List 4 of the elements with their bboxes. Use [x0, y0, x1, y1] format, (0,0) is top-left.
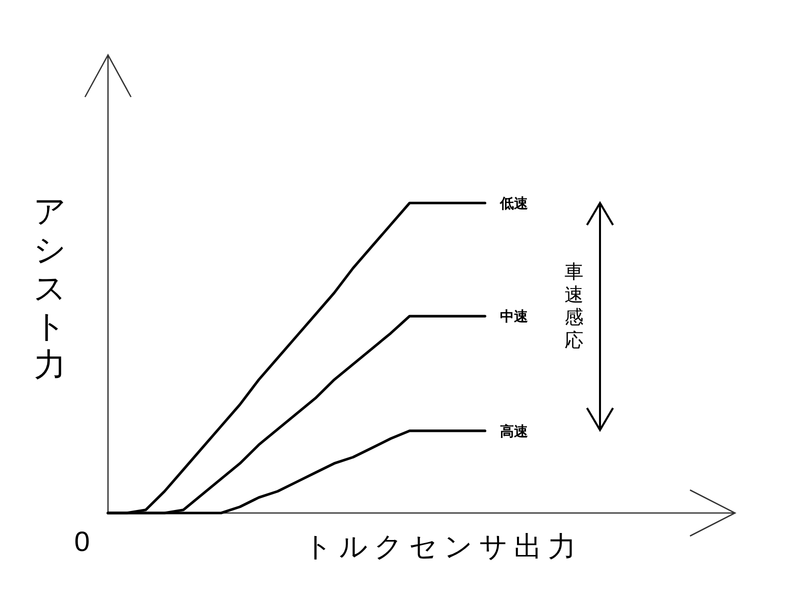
xlabel: トルクセンサ出力: [304, 531, 582, 562]
origin-label: 0: [74, 526, 90, 557]
annotation-vertical: 車速感応: [564, 262, 584, 352]
ylabel: アシスト力: [34, 193, 66, 383]
